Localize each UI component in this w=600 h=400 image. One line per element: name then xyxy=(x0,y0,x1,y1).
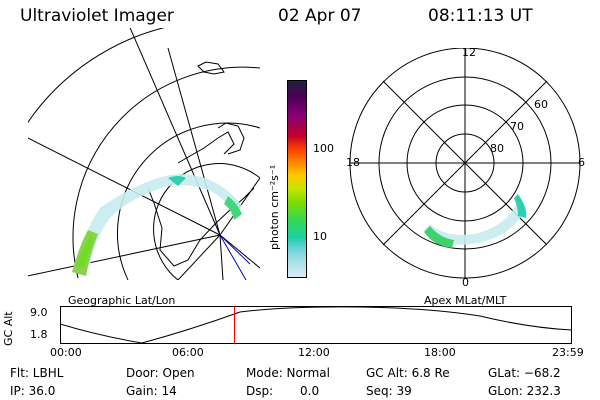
colorbar-tick-100: 100 xyxy=(313,142,334,155)
timeline-xtick-0: 00:00 xyxy=(50,346,82,359)
latitude-arc-mid xyxy=(72,66,260,279)
mode-info: Mode: Normal xyxy=(246,366,330,380)
timeline-ymin: 1.8 xyxy=(30,328,48,341)
mlat-label-70: 70 xyxy=(510,120,524,133)
timeline-ylabel: GC Alt xyxy=(2,311,15,346)
timeline-xtick-4: 23:59 xyxy=(552,346,584,359)
altitude-timeline xyxy=(60,306,572,344)
observation-date: 02 Apr 07 xyxy=(278,6,362,26)
instrument-title: Ultraviolet Imager xyxy=(20,6,174,26)
colorbar-unit-label: photon cm⁻²s⁻¹ xyxy=(268,164,281,250)
observation-time: 08:11:13 UT xyxy=(428,6,533,26)
glon-info: GLon: 232.3 xyxy=(488,384,561,398)
mlt-label-0: 0 xyxy=(462,276,469,289)
latitude-arc-pole xyxy=(153,163,260,280)
glat-info: GLat: −68.2 xyxy=(488,366,561,380)
geographic-map xyxy=(28,28,260,280)
filter-info: Flt: LBHL xyxy=(10,366,64,380)
geographic-map-label: Geographic Lat/Lon xyxy=(68,294,176,307)
gc-alt-info: GC Alt: 6.8 Re xyxy=(366,366,450,380)
dsp-label: Dsp: xyxy=(246,384,274,398)
mlat-label-80: 80 xyxy=(490,142,504,155)
mlt-label-12: 12 xyxy=(462,46,476,59)
colorbar xyxy=(287,80,307,278)
timeline-xtick-2: 12:00 xyxy=(298,346,330,359)
timeline-xtick-3: 18:00 xyxy=(424,346,456,359)
gain-info: Gain: 14 xyxy=(126,384,177,398)
colorbar-tick-10: 10 xyxy=(313,230,327,243)
timeline-xtick-1: 06:00 xyxy=(172,346,204,359)
altitude-curve xyxy=(60,306,572,344)
latitude-arc-outer xyxy=(28,28,166,124)
mlt-label-18: 18 xyxy=(346,156,360,169)
dsp-value: 0.0 xyxy=(300,384,320,398)
mlat-label-60: 60 xyxy=(534,98,548,111)
timeline-ymax: 9.0 xyxy=(30,306,48,319)
latitude-arc-inner xyxy=(117,122,260,280)
door-info: Door: Open xyxy=(126,366,195,380)
polar-mlat-mlt-plot xyxy=(349,48,581,279)
seq-info: Seq: 39 xyxy=(366,384,412,398)
ip-info: IP: 36.0 xyxy=(10,384,56,398)
apex-map-label: Apex MLat/MLT xyxy=(424,294,507,307)
mlt-label-6: 6 xyxy=(578,156,585,169)
